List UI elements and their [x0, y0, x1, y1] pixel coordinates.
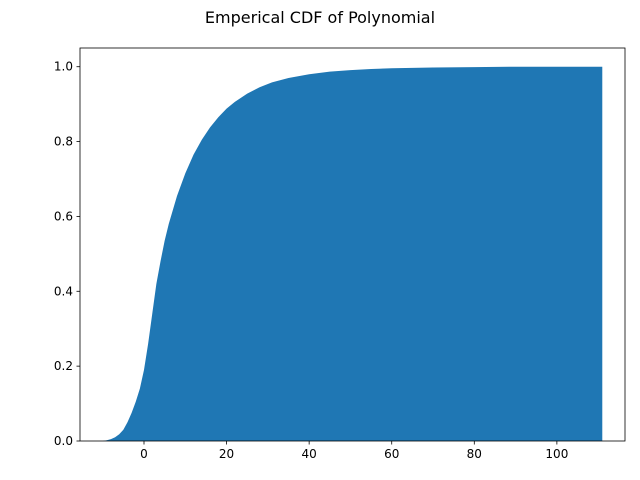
plot-area [102, 66, 603, 442]
y-tick-label: 0.8 [54, 135, 73, 149]
y-tick-label: 0.0 [54, 434, 73, 448]
chart-title: Emperical CDF of Polynomial [204, 8, 436, 27]
axes: 0 20 40 60 80 100 0.0 0.2 0.4 0.6 0.8 1.0 [54, 47, 626, 461]
x-tick-label: 100 [545, 447, 568, 461]
x-tick-label: 0 [140, 447, 148, 461]
x-tick-label: 80 [467, 447, 482, 461]
y-tick-label: 0.2 [54, 359, 73, 373]
x-tick-label: 40 [302, 447, 317, 461]
y-tick-label: 0.6 [54, 209, 73, 223]
y-tick-label: 0.4 [54, 284, 73, 298]
cdf-area-series-0 [102, 66, 603, 442]
y-tick-label: 1.0 [54, 60, 73, 74]
x-tick-label: 20 [219, 447, 234, 461]
axes-frame [79, 47, 626, 442]
x-tick-label: 60 [384, 447, 399, 461]
